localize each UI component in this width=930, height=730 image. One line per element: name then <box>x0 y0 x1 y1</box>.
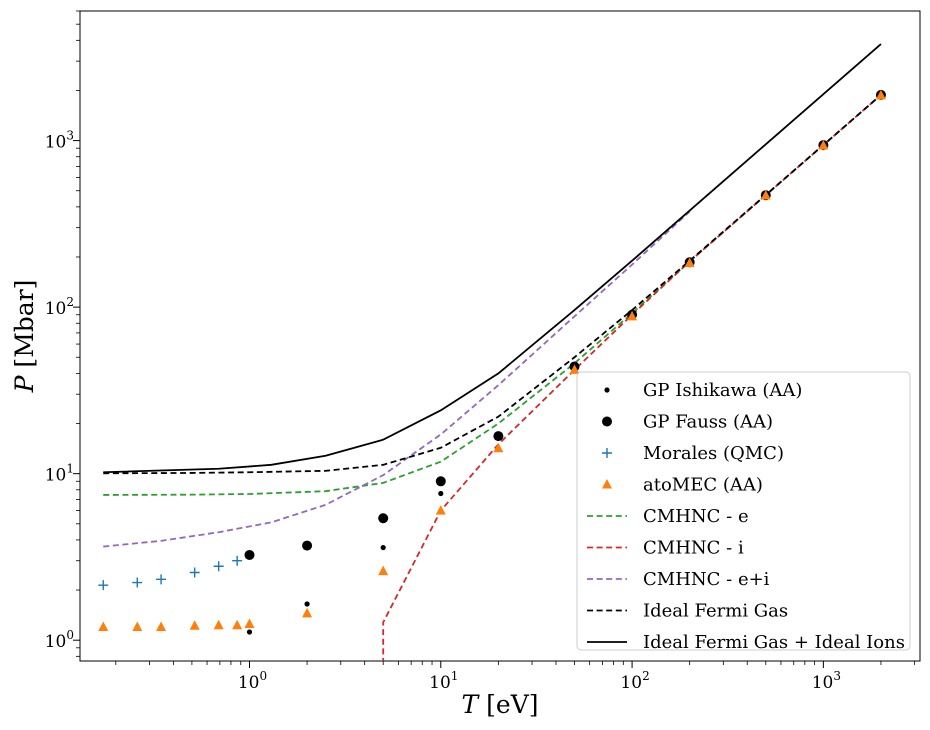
y-axis-label-var: P <box>10 374 39 393</box>
x-axis-label-var: T <box>461 690 480 719</box>
data-point <box>156 621 167 632</box>
data-point <box>246 629 253 635</box>
legend-handle <box>602 448 612 458</box>
data-point <box>435 505 446 515</box>
x-axis-label: T [eV] <box>461 690 538 719</box>
data-point <box>493 442 504 453</box>
x-tick-label-exp: 3 <box>833 669 841 683</box>
data-point <box>302 540 313 551</box>
data-point <box>569 364 580 374</box>
data-point <box>435 476 446 487</box>
data-point <box>213 561 224 572</box>
data-point <box>189 567 200 578</box>
y-tick-label-base: 10 <box>45 632 67 652</box>
x-tick-label-exp: 0 <box>259 669 267 683</box>
data-point <box>378 565 389 576</box>
data-point <box>304 601 310 607</box>
x-tick-label-base: 10 <box>620 673 642 693</box>
y-tick-label: 102 <box>45 295 74 319</box>
series-line <box>103 43 882 474</box>
legend-item-gp-fauss-aa: GP Fauss (AA) <box>602 412 773 433</box>
data-point <box>232 619 243 630</box>
y-tick-label-exp: 1 <box>66 462 74 476</box>
y-tick-label-base: 10 <box>45 133 67 153</box>
legend-label: Ideal Fermi Gas <box>643 601 788 622</box>
y-tick-label-base: 10 <box>45 299 67 319</box>
series-layer <box>98 43 886 661</box>
legend-box <box>576 371 911 651</box>
y-axis-label: P [Mbar] <box>10 280 39 394</box>
data-point <box>818 139 829 150</box>
data-point <box>493 431 504 442</box>
x-tick-label-exp: 2 <box>642 669 650 683</box>
legend-label: CMHNC - e+i <box>643 569 770 590</box>
x-axis-label-unit: [eV] <box>486 690 538 719</box>
series-atomec-aa <box>98 89 886 632</box>
series-line <box>103 210 691 548</box>
series-morales-qmc <box>98 555 243 591</box>
data-point <box>875 89 886 100</box>
y-axis-label-unit: [Mbar] <box>10 280 39 368</box>
data-point <box>98 621 109 632</box>
legend: GP Ishikawa (AA) GP Fauss (AA) Morales (QM… <box>576 371 911 653</box>
y-tick-label-exp: 2 <box>66 295 74 309</box>
data-point <box>132 577 143 588</box>
y-tick-label: 100 <box>45 628 74 652</box>
y-tick-label: 103 <box>45 129 74 153</box>
legend-item-atomec-aa: atoMEC (AA) <box>602 475 763 496</box>
legend-label: GP Ishikawa (AA) <box>643 380 802 401</box>
x-tick-label-base: 10 <box>812 673 834 693</box>
data-point <box>684 257 695 268</box>
legend-item-morales-qmc: Morales (QMC) <box>602 443 784 464</box>
legend-item-cmhnc-e-i: CMHNC - e+i <box>587 569 770 590</box>
x-tick-label-base: 10 <box>429 673 451 693</box>
data-point <box>627 310 638 321</box>
x-tick-label: 101 <box>429 669 458 693</box>
x-tick-label: 102 <box>620 669 649 693</box>
legend-label: Ideal Fermi Gas + Ideal Ions <box>643 632 905 653</box>
data-point <box>302 607 313 618</box>
data-point <box>438 490 444 497</box>
series-ideal-fermi-gas-ideal-ions <box>103 43 882 474</box>
data-point <box>156 574 167 585</box>
y-tick-label-exp: 0 <box>66 628 74 642</box>
data-point <box>232 555 243 566</box>
legend-handle <box>602 479 612 489</box>
series-cmhnc-e-i <box>103 210 691 548</box>
data-point <box>132 621 143 632</box>
legend-item-ideal-fermi-gas: Ideal Fermi Gas <box>587 601 788 622</box>
legend-label: GP Fauss (AA) <box>643 412 773 433</box>
data-point <box>189 620 200 630</box>
legend-item-cmhnc-i: CMHNC - i <box>587 538 744 559</box>
x-tick-label-base: 10 <box>238 673 260 693</box>
data-point <box>244 549 255 560</box>
data-point <box>213 619 224 630</box>
legend-item-cmhnc-e: CMHNC - e <box>587 506 749 527</box>
legend-label: CMHNC - e <box>643 506 749 527</box>
x-tick-label-exp: 1 <box>451 669 459 683</box>
x-tick-label: 103 <box>812 669 841 693</box>
legend-label: atoMEC (AA) <box>643 475 763 496</box>
y-tick-label-exp: 3 <box>66 129 74 143</box>
x-tick-label: 100 <box>238 669 267 693</box>
data-point <box>378 513 389 524</box>
legend-item-gp-ishikawa-aa: GP Ishikawa (AA) <box>604 380 802 401</box>
legend-label: CMHNC - i <box>643 538 744 559</box>
legend-handle <box>604 387 610 393</box>
legend-item-ideal-fermi-gas-ideal-ions: Ideal Fermi Gas + Ideal Ions <box>587 632 905 653</box>
y-tick-label: 101 <box>45 462 74 486</box>
data-point <box>244 618 255 629</box>
data-point <box>98 580 109 591</box>
data-point <box>760 190 771 200</box>
data-point <box>380 544 386 551</box>
legend-handle <box>602 416 612 427</box>
y-tick-label-base: 10 <box>45 466 67 486</box>
legend-label: Morales (QMC) <box>643 443 784 464</box>
